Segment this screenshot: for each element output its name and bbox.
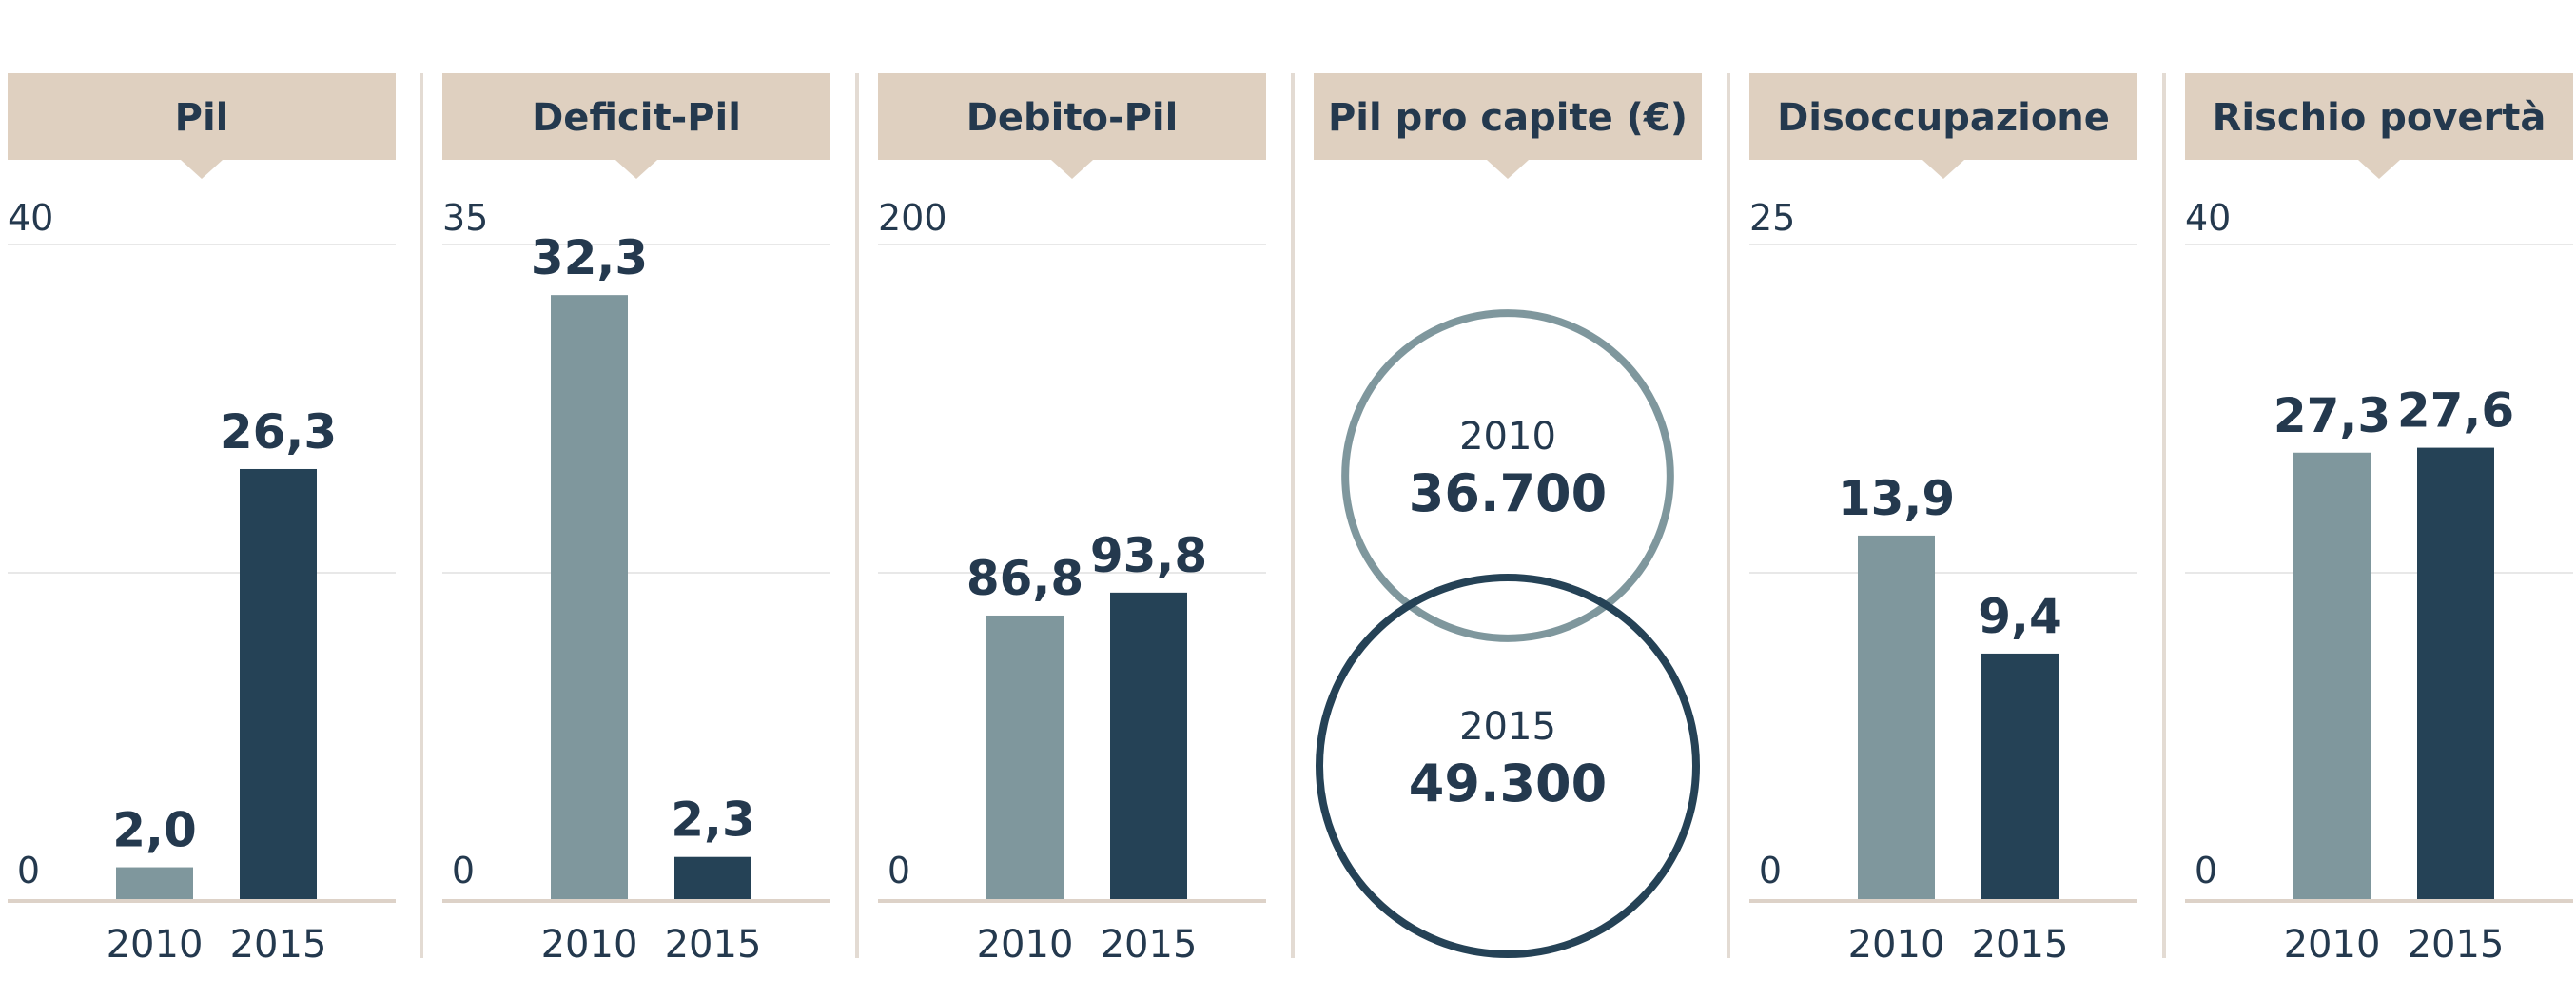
bar-2010 xyxy=(1858,535,1935,900)
panel-header-bg xyxy=(8,73,396,160)
panel-header-pointer xyxy=(1922,160,1964,179)
data-label-2010: 2,0 xyxy=(112,803,197,858)
x-tick-label-2010: 2010 xyxy=(107,923,204,967)
panel-separator-1 xyxy=(420,73,423,958)
panel-title: Disoccupazione xyxy=(1777,96,2110,140)
bubble-label-value-2010: 36.700 xyxy=(1409,463,1607,523)
panel-header-bg xyxy=(878,73,1266,160)
y-tick-label-max: 25 xyxy=(1749,197,1795,239)
y-tick-label-min: 0 xyxy=(452,850,475,891)
x-tick-label-2015: 2015 xyxy=(1972,923,2069,967)
x-tick-label-2015: 2015 xyxy=(665,923,762,967)
data-label-2015: 2,3 xyxy=(671,793,755,848)
panel-separator-4 xyxy=(1727,73,1730,958)
bar-2015 xyxy=(2417,447,2494,900)
bubble-label-value-2015: 49.300 xyxy=(1409,754,1607,813)
bubble-2010 xyxy=(1341,309,1674,642)
data-label-2015: 93,8 xyxy=(1090,528,1207,583)
y-tick-label-max: 40 xyxy=(2185,197,2231,239)
data-label-2010: 32,3 xyxy=(531,230,648,285)
bar-2010 xyxy=(2293,452,2371,900)
y-tick-label-min: 0 xyxy=(1759,850,1782,891)
panel-header-bg xyxy=(1314,73,1702,160)
bar-2010 xyxy=(551,295,628,900)
bar-2015 xyxy=(1110,592,1187,900)
x-tick-label-2015: 2015 xyxy=(230,923,327,967)
panel-separator-3 xyxy=(1291,73,1295,958)
panel-header-pointer xyxy=(615,160,657,179)
data-label-2010: 86,8 xyxy=(966,551,1083,606)
y-tick-label-min: 0 xyxy=(17,850,40,891)
bar-2015 xyxy=(240,468,317,900)
panel-header-bg xyxy=(1749,73,2137,160)
panel-header-pointer xyxy=(181,160,223,179)
bar-2010 xyxy=(116,867,193,900)
panel-title: Pil xyxy=(175,96,229,140)
x-tick-label-2010: 2010 xyxy=(2284,923,2381,967)
panel-title: Rischio povertà xyxy=(2213,96,2547,140)
data-label-2010: 13,9 xyxy=(1838,471,1955,526)
panel-title: Deficit-Pil xyxy=(532,96,741,140)
x-tick-label-2015: 2015 xyxy=(2408,923,2505,967)
y-tick-label-max: 35 xyxy=(442,197,488,239)
panel-header-pointer xyxy=(1487,160,1529,179)
bubble-label-year-2015: 2015 xyxy=(1459,705,1556,749)
bubble-2015 xyxy=(1316,574,1700,958)
x-tick-label-2010: 2010 xyxy=(1848,923,1945,967)
panel-separator-2 xyxy=(855,73,859,958)
data-label-2015: 26,3 xyxy=(220,404,337,460)
panel-header-bg xyxy=(442,73,830,160)
panel-header-bg xyxy=(2185,73,2573,160)
panel-title: Debito-Pil xyxy=(966,96,1179,140)
data-label-2015: 27,6 xyxy=(2397,383,2514,439)
x-tick-label-2015: 2015 xyxy=(1101,923,1198,967)
data-label-2015: 9,4 xyxy=(1978,589,2062,644)
bar-2015 xyxy=(674,856,751,900)
y-tick-label-max: 40 xyxy=(8,197,53,239)
y-tick-label-max: 200 xyxy=(878,197,947,239)
data-label-2010: 27,3 xyxy=(2274,388,2391,443)
bubble-label-year-2010: 2010 xyxy=(1459,415,1556,459)
y-tick-label-min: 0 xyxy=(888,850,910,891)
panel-header-pointer xyxy=(1051,160,1093,179)
x-tick-label-2010: 2010 xyxy=(977,923,1074,967)
panel-title: Pil pro capite (€) xyxy=(1328,96,1688,140)
y-tick-label-min: 0 xyxy=(2195,850,2217,891)
bar-2010 xyxy=(986,615,1064,900)
bar-2015 xyxy=(1981,653,2059,900)
panel-header-pointer xyxy=(2358,160,2400,179)
x-tick-label-2010: 2010 xyxy=(541,923,638,967)
panel-separator-5 xyxy=(2162,73,2166,958)
